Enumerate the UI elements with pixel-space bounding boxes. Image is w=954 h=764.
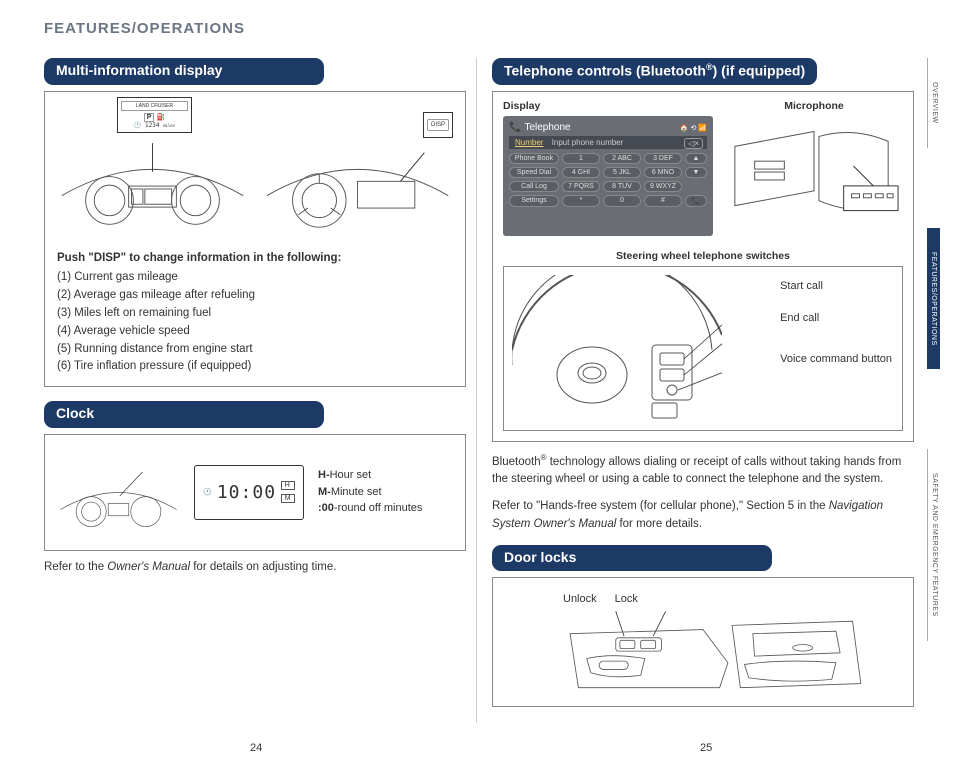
- backspace-icon[interactable]: ◁×: [684, 138, 703, 149]
- end-call-label: End call: [780, 311, 892, 325]
- key-8[interactable]: 8 TUV: [603, 181, 641, 192]
- tab-features[interactable]: FEATURES/OPERATIONS: [927, 228, 940, 370]
- side-tabs: OVERVIEW FEATURES/OPERATIONS SAFETY AND …: [927, 58, 949, 723]
- telephone-figure: Display 📞Telephone 🏠 ⟲ 📶 Number Input ph…: [492, 91, 914, 442]
- voice-command-label: Voice command button: [780, 352, 892, 366]
- lcd-callout: LAND CRUISER P ⛽ 🕐 1234 miles: [117, 97, 192, 133]
- steering-wheel-figure: Start call End call Voice command button: [503, 266, 903, 431]
- bluetooth-body-2: Refer to "Hands-free system (for cellula…: [492, 498, 914, 533]
- settings-button[interactable]: Settings: [509, 195, 559, 207]
- key-up[interactable]: ▲: [685, 153, 707, 164]
- clock-dash-illustration: [57, 445, 180, 540]
- calllog-button[interactable]: Call Log: [509, 181, 559, 192]
- section-header-door: Door locks: [492, 545, 772, 572]
- clock-figure: 🕐 10:00 H M H-Hour set M-Minute set :00-…: [44, 434, 466, 551]
- switch-caption: Steering wheel telephone switches: [503, 250, 903, 262]
- disp-button-callout: DISP: [423, 112, 453, 138]
- clock-refer: Refer to the Owner's Manual for details …: [44, 559, 466, 575]
- key-down[interactable]: ▼: [685, 167, 707, 178]
- display-label: Display: [503, 100, 713, 112]
- clock-h-button[interactable]: H: [281, 481, 295, 490]
- section-header-telephone: Telephone controls (Bluetooth®) (if equi…: [492, 58, 817, 85]
- phone-icon: 📞: [509, 122, 521, 133]
- microphone-illustration: [725, 116, 903, 236]
- key-5[interactable]: 5 JKL: [603, 167, 641, 178]
- page-number-left: 24: [250, 742, 262, 754]
- speeddial-button[interactable]: Speed Dial: [509, 167, 559, 178]
- key-4[interactable]: 4 GHI: [562, 167, 600, 178]
- page-number-right: 25: [700, 742, 712, 754]
- key-0[interactable]: 0: [603, 195, 641, 207]
- key-9[interactable]: 9 WXYZ: [644, 181, 682, 192]
- door-locks-figure: Unlock Lock: [492, 577, 914, 707]
- section-header-clock: Clock: [44, 401, 324, 428]
- key-3[interactable]: 3 DEF: [644, 153, 682, 164]
- key-1[interactable]: 1: [562, 153, 600, 164]
- key-2[interactable]: 2 ABC: [603, 153, 641, 164]
- dash-illustration-left: LAND CRUISER P ⛽ 🕐 1234 miles: [57, 102, 248, 232]
- tab-overview[interactable]: OVERVIEW: [927, 58, 941, 148]
- microphone-label: Microphone: [725, 100, 903, 112]
- phonebook-button[interactable]: Phone Book: [509, 153, 559, 164]
- key-call[interactable]: 📞: [685, 195, 707, 207]
- section-header-multi-info: Multi-information display: [44, 58, 324, 85]
- phone-display: 📞Telephone 🏠 ⟲ 📶 Number Input phone numb…: [503, 116, 713, 236]
- key-6[interactable]: 6 MNO: [644, 167, 682, 178]
- clock-time: 10:00: [217, 482, 276, 503]
- key-star[interactable]: *: [562, 195, 600, 207]
- left-column: Multi-information display: [44, 58, 466, 738]
- dash-illustration-right: DISP: [262, 102, 453, 232]
- disp-instructions: Push "DISP" to change information in the…: [57, 250, 453, 377]
- unlock-label: Unlock: [563, 593, 597, 605]
- multi-info-figure: LAND CRUISER P ⛽ 🕐 1234 miles: [44, 91, 466, 388]
- right-column: Telephone controls (Bluetooth®) (if equi…: [492, 58, 914, 738]
- clock-panel: 🕐 10:00 H M: [194, 465, 304, 520]
- page-title: FEATURES/OPERATIONS: [44, 20, 245, 37]
- bluetooth-body-1: Bluetooth® technology allows dialing or …: [492, 452, 914, 488]
- start-call-label: Start call: [780, 279, 892, 293]
- clock-m-button[interactable]: M: [281, 494, 295, 503]
- tab-safety[interactable]: SAFETY AND EMERGENCY FEATURES: [927, 449, 941, 641]
- lock-label: Lock: [615, 593, 638, 605]
- clock-legend: H-Hour set M-Minute set :00-round off mi…: [318, 467, 453, 517]
- key-7[interactable]: 7 PQRS: [562, 181, 600, 192]
- key-hash[interactable]: #: [644, 195, 682, 207]
